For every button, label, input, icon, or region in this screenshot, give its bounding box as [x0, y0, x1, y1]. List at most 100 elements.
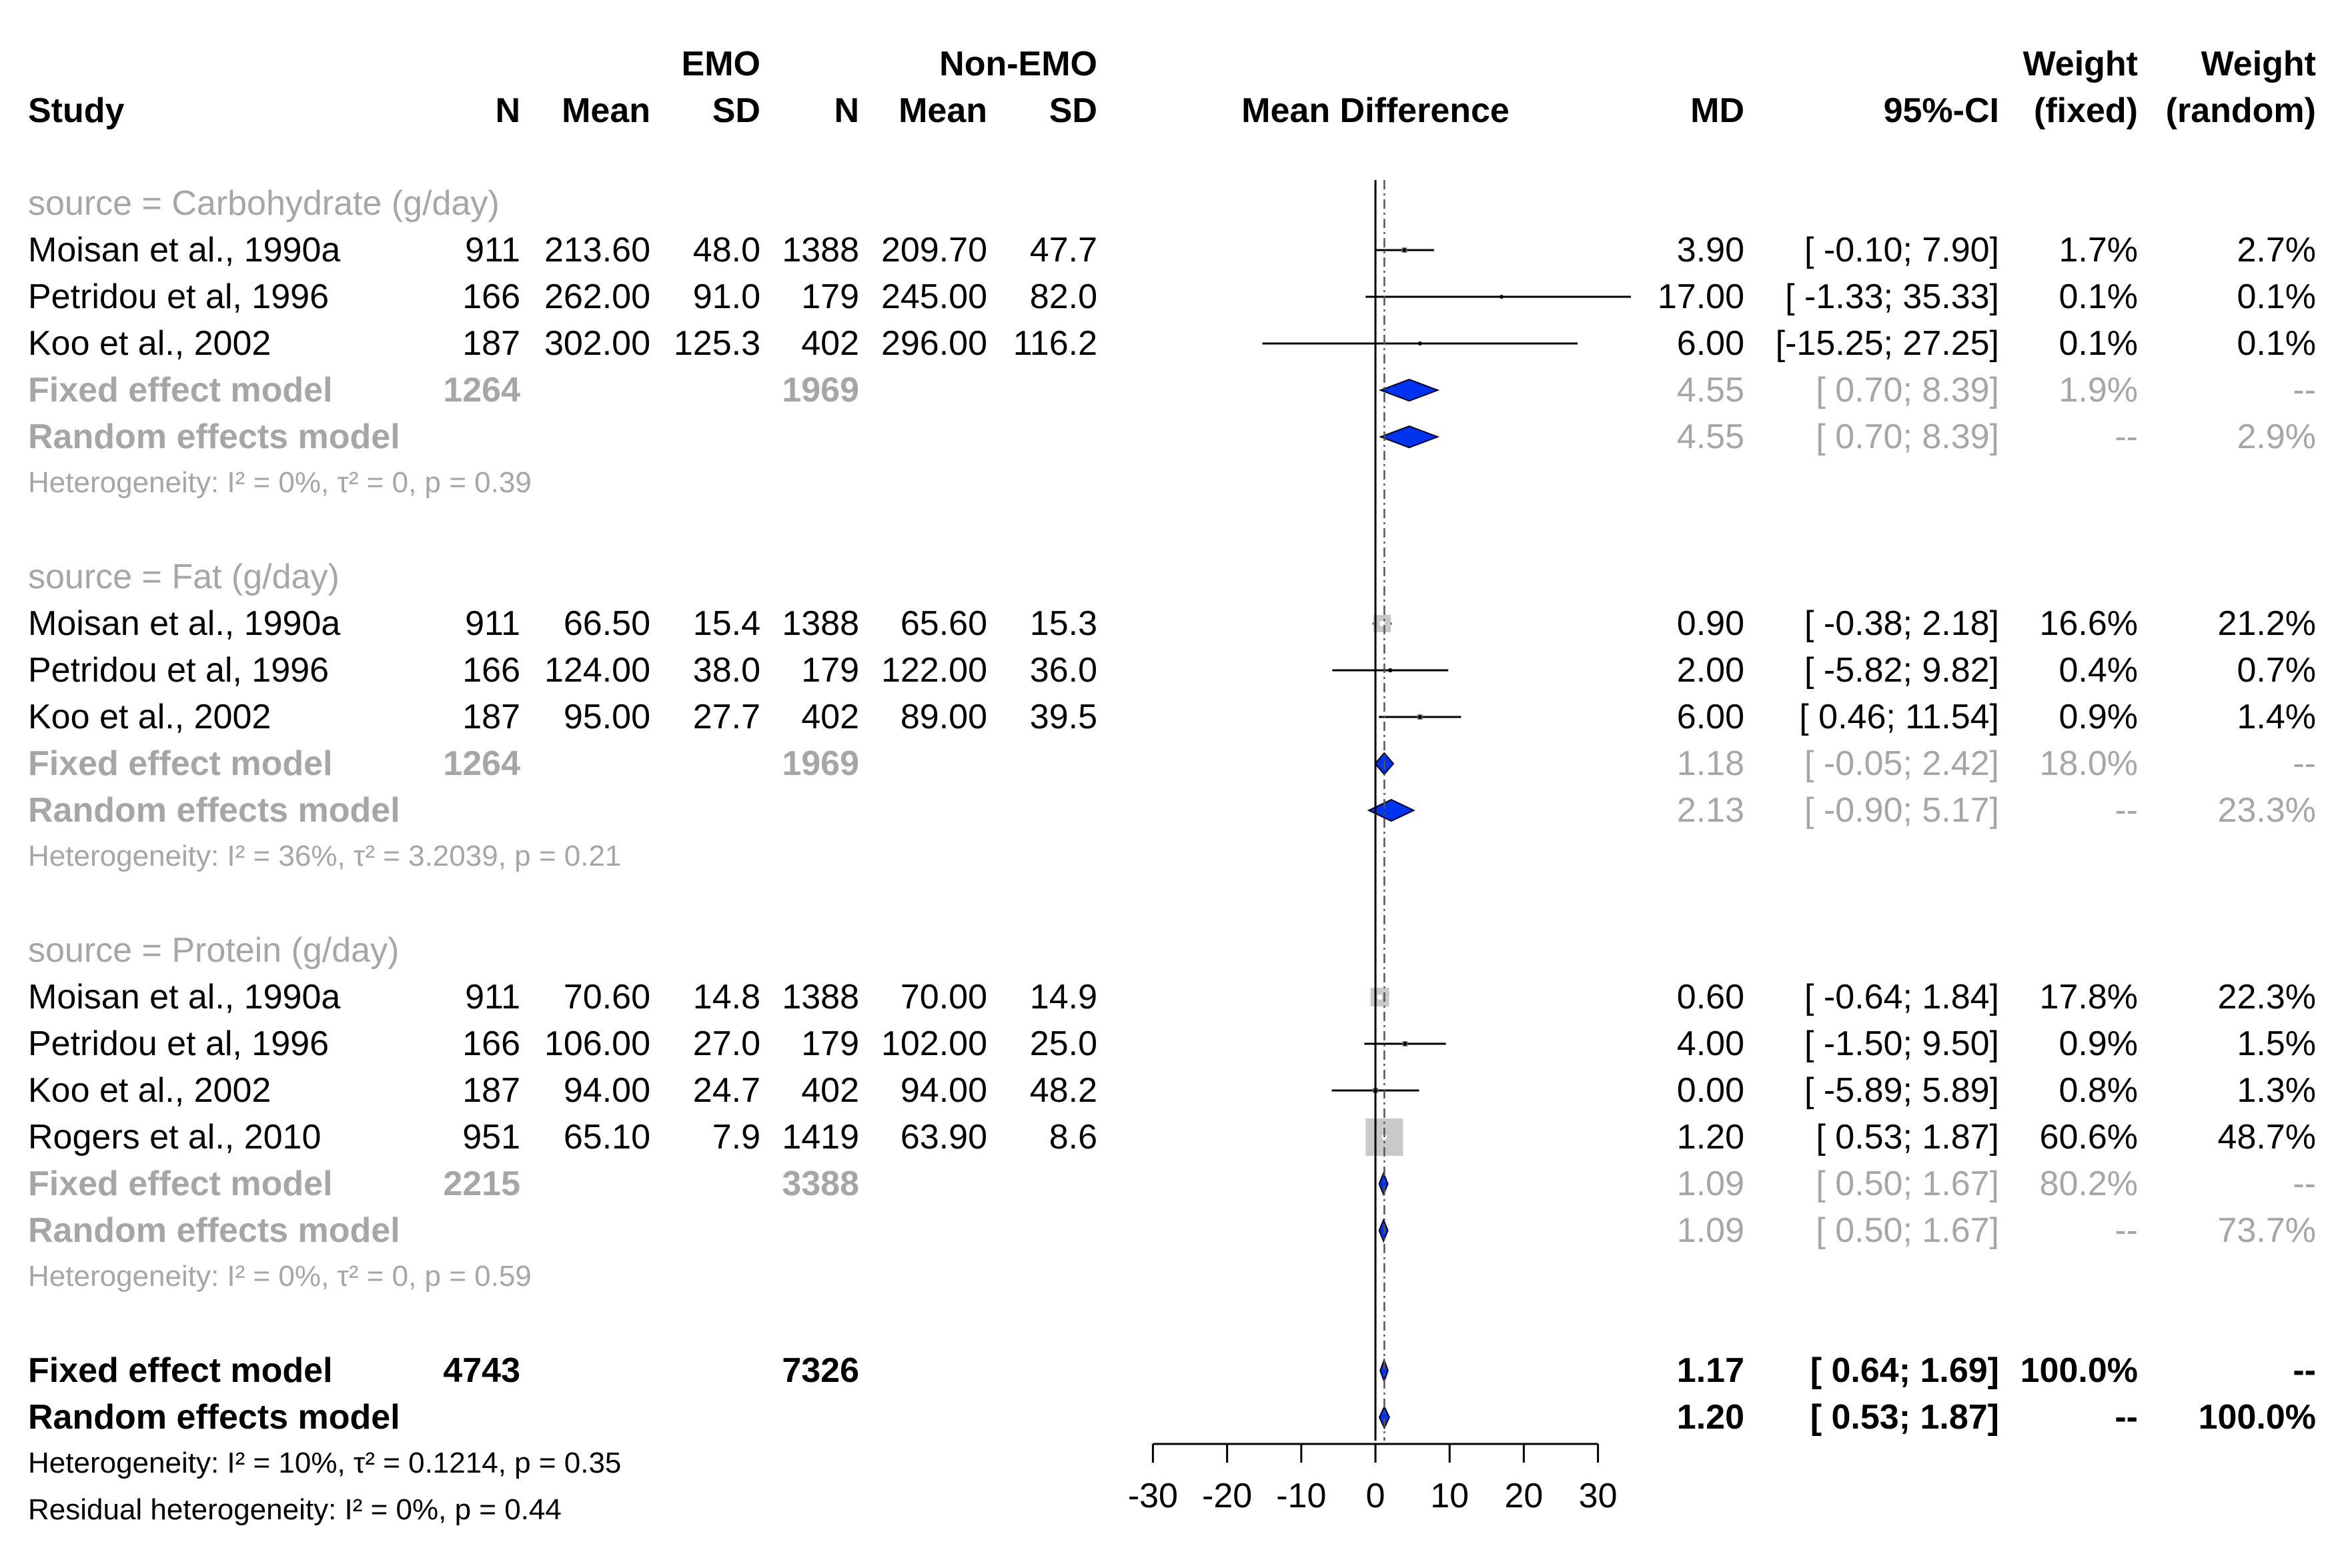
cell-weight-random: 0.1%: [2237, 277, 2316, 316]
heterogeneity-text: Heterogeneity: I² = 0%, τ² = 0, p = 0.59: [28, 1260, 532, 1293]
cell-n2: 1969: [782, 744, 859, 783]
study-point: [1402, 248, 1407, 252]
cell-n2: 179: [801, 1024, 859, 1063]
cell-ci: [-15.25; 27.25]: [1776, 324, 1999, 363]
table-row-random: Random effects model 1.09 [ 0.50; 1.67] -- 7…: [28, 1211, 2316, 1250]
study-label: Koo et al., 2002: [28, 324, 271, 363]
cell-weight-random: 1.5%: [2237, 1024, 2316, 1063]
cell-s1: 91.0: [693, 277, 760, 316]
cell-weight-random: 2.9%: [2237, 418, 2316, 456]
cell-weight-random: 1.3%: [2237, 1071, 2316, 1110]
heterogeneity-text: Heterogeneity: I² = 0%, τ² = 0, p = 0.39: [28, 466, 532, 499]
cell-m2: 122.00: [881, 651, 987, 690]
cell-md: 0.90: [1677, 604, 1744, 643]
x-axis: -30 -20 -10 0 10 20 30: [1128, 1443, 1618, 1515]
cell-md: 17.00: [1658, 277, 1744, 316]
cell-weight-random: 1.4%: [2237, 698, 2316, 736]
cell-weight-random: 0.1%: [2237, 324, 2316, 363]
cell-s2: 36.0: [1030, 651, 1097, 690]
cell-m1: 106.00: [544, 1024, 650, 1063]
table-rows: source = Carbohydrate (g/day) Moisan et a…: [28, 184, 2316, 1526]
cell-n1: 1264: [443, 371, 520, 410]
cell-n2: 1388: [782, 231, 859, 269]
x-tick-label: 30: [1579, 1477, 1618, 1515]
cell-md: 1.20: [1677, 1118, 1744, 1156]
cell-n2: 1419: [782, 1118, 859, 1156]
model-label: Fixed effect model: [28, 744, 333, 783]
cell-ci: [ -1.50; 9.50]: [1804, 1024, 1999, 1063]
cell-m1: 70.60: [564, 978, 650, 1016]
x-tick-label: -30: [1128, 1477, 1178, 1515]
cell-md: 6.00: [1677, 324, 1744, 363]
summary-diamond: [1378, 1218, 1389, 1243]
study-label: Koo et al., 2002: [28, 1071, 271, 1110]
cell-n1: 187: [462, 1071, 520, 1110]
study-label: Petridou et al, 1996: [28, 1024, 329, 1063]
cell-md: 3.90: [1677, 231, 1744, 269]
table-row-overall_fixed: Fixed effect model 4743 7326 1.17 [ 0.64; 1.…: [28, 1351, 2316, 1390]
overall-heterogeneity-text: Residual heterogeneity: I² = 0%, p = 0.4…: [28, 1493, 562, 1526]
cell-weight-fixed: 18.0%: [2040, 744, 2138, 783]
cell-weight-random: 0.7%: [2237, 651, 2316, 690]
x-tick-label: -20: [1202, 1477, 1252, 1515]
group-label: source = Protein (g/day): [28, 931, 399, 970]
cell-n2: 402: [801, 324, 859, 363]
x-tick-label: 20: [1504, 1477, 1543, 1515]
model-label: Fixed effect model: [28, 1164, 333, 1203]
study-label: Petridou et al, 1996: [28, 277, 329, 316]
cell-s2: 25.0: [1030, 1024, 1097, 1063]
cell-n1: 187: [462, 698, 520, 736]
cell-n1: 166: [462, 1024, 520, 1063]
header-md: MD: [1690, 91, 1744, 130]
model-label: Random effects model: [28, 1211, 400, 1250]
cell-weight-fixed: 0.9%: [2059, 1024, 2138, 1063]
cell-m2: 70.00: [901, 978, 987, 1016]
header-nonemo-sd: SD: [1049, 91, 1097, 130]
study-point: [1403, 1042, 1407, 1046]
cell-n1: 166: [462, 651, 520, 690]
study-point: [1417, 715, 1422, 719]
header-emo-sd: SD: [712, 91, 760, 130]
study-label: Rogers et al., 2010: [28, 1118, 321, 1156]
cell-md: 4.55: [1677, 371, 1744, 410]
cell-n2: 1388: [782, 978, 859, 1016]
cell-m1: 66.50: [564, 604, 650, 643]
header-mean-difference: Mean Difference: [1241, 91, 1510, 130]
cell-weight-random: --: [2293, 371, 2316, 410]
summary-diamond: [1378, 1171, 1389, 1197]
cell-weight-fixed: 1.9%: [2059, 371, 2138, 410]
study-label: Koo et al., 2002: [28, 698, 271, 736]
table-row-overall_het: Heterogeneity: I² = 10%, τ² = 0.1214, p …: [28, 1447, 621, 1479]
cell-weight-fixed: 60.6%: [2040, 1118, 2138, 1156]
cell-m1: 213.60: [544, 231, 650, 269]
cell-m1: 94.00: [564, 1071, 650, 1110]
cell-n2: 402: [801, 698, 859, 736]
cell-weight-fixed: 17.8%: [2040, 978, 2138, 1016]
cell-ci: [ 0.53; 1.87]: [1816, 1118, 1999, 1156]
table-row-het: Heterogeneity: I² = 0%, τ² = 0, p = 0.59: [28, 1260, 532, 1293]
study-point: [1377, 994, 1383, 1000]
cell-weight-random: 22.3%: [2218, 978, 2316, 1016]
cell-weight-fixed: --: [2115, 1398, 2138, 1437]
cell-n2: 1969: [782, 371, 859, 410]
table-row-study: Moisan et al., 1990a 911 70.60 14.8 1388 70.0…: [28, 978, 2316, 1016]
table-row-study: Petridou et al, 1996 166 262.00 91.0 179 245.…: [28, 277, 2316, 316]
cell-n1: 911: [465, 231, 520, 269]
cell-md: 1.17: [1677, 1351, 1744, 1390]
cell-n1: 1264: [443, 744, 520, 783]
x-tick-label: -10: [1276, 1477, 1326, 1515]
cell-weight-random: --: [2293, 1351, 2316, 1390]
cell-s2: 14.9: [1030, 978, 1097, 1016]
model-label: Random effects model: [28, 1398, 400, 1437]
model-label: Fixed effect model: [28, 371, 333, 410]
header-weight-fixed-2: (fixed): [2034, 91, 2138, 130]
study-label: Moisan et al., 1990a: [28, 978, 340, 1016]
table-row-group: source = Protein (g/day): [28, 931, 399, 970]
table-row-group: source = Carbohydrate (g/day): [28, 184, 500, 223]
cell-m1: 124.00: [544, 651, 650, 690]
overall-heterogeneity-text: Heterogeneity: I² = 10%, τ² = 0.1214, p …: [28, 1447, 621, 1479]
cell-n1: 166: [462, 277, 520, 316]
header-ci: 95%-CI: [1884, 91, 1999, 130]
cell-n1: 2215: [443, 1164, 520, 1203]
cell-ci: [ -1.33; 35.33]: [1785, 277, 1999, 316]
